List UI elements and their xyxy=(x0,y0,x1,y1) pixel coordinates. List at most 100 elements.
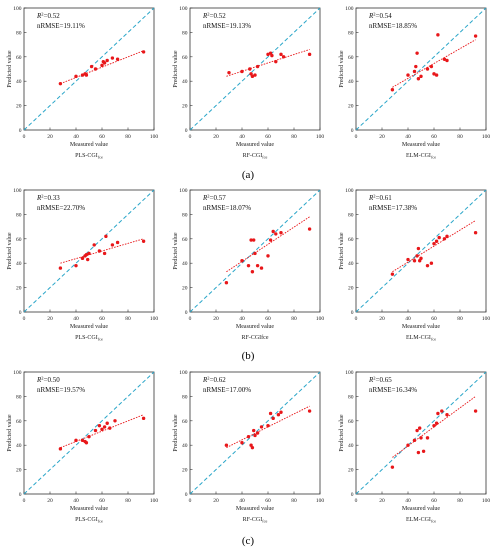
data-point xyxy=(84,73,89,77)
x-tick-label: 80 xyxy=(125,134,131,140)
y-axis-label: Predicted value xyxy=(339,232,345,269)
data-point xyxy=(110,56,115,60)
panel-title: PLS-CGIfce xyxy=(75,335,103,342)
x-tick-label: 100 xyxy=(482,316,491,322)
data-point xyxy=(406,443,410,447)
data-point xyxy=(274,232,278,236)
y-tick-label: 40 xyxy=(16,261,22,267)
y-tick-label: 60 xyxy=(348,419,354,425)
scatter-panel-3: 0 20 40 60 80 100 0 20 40 60 80 100 Measured value Pr… xyxy=(339,6,490,160)
data-point xyxy=(252,428,256,433)
data-point xyxy=(414,64,418,69)
data-point xyxy=(248,67,252,71)
data-point xyxy=(415,51,419,55)
x-tick-label: 40 xyxy=(73,134,79,140)
data-point xyxy=(240,441,244,445)
y-axis-label: Predicted value xyxy=(173,50,179,87)
r2-annotation: R2=0.57 xyxy=(202,194,226,203)
x-axis-label: Measured value xyxy=(70,506,108,512)
panel-title-model: ELM-CGI xyxy=(406,153,431,159)
data-point xyxy=(104,234,108,239)
data-point xyxy=(412,259,417,263)
x-tick-label: 60 xyxy=(431,316,437,322)
x-tick-label: 100 xyxy=(150,316,159,322)
data-point xyxy=(58,447,63,451)
data-point xyxy=(440,409,444,413)
data-point xyxy=(74,263,78,268)
plot-frame xyxy=(355,189,487,313)
data-point xyxy=(87,251,91,256)
data-point xyxy=(102,251,107,256)
x-tick-label: 60 xyxy=(265,498,271,504)
x-tick-label: 20 xyxy=(213,134,219,140)
data-point xyxy=(108,426,112,430)
y-tick-label: 0 xyxy=(19,492,22,498)
nrmse-annotation: nRMSE=22.70% xyxy=(37,204,85,212)
y-tick-label: 100 xyxy=(13,188,22,194)
data-point xyxy=(432,423,436,428)
x-tick-label: 20 xyxy=(213,316,219,322)
data-point xyxy=(279,231,283,235)
data-point xyxy=(224,443,229,447)
y-tick-label: 80 xyxy=(348,212,354,218)
panel-title-model: ELM-CGI xyxy=(406,335,431,341)
r2-superscript: 2 xyxy=(373,12,375,17)
r2-symbol: R xyxy=(368,376,374,384)
data-point xyxy=(416,450,421,455)
y-tick-label: 100 xyxy=(179,188,188,194)
scatter-panel-2: 0 20 40 60 80 100 0 20 40 60 80 100 Measured value Pr… xyxy=(173,6,324,160)
data-point xyxy=(141,416,146,421)
data-point xyxy=(266,254,270,258)
data-point xyxy=(271,416,275,421)
data-point xyxy=(445,413,449,417)
x-tick-label: 100 xyxy=(316,498,325,504)
data-point xyxy=(259,425,264,429)
y-tick-label: 20 xyxy=(182,286,188,292)
y-tick-label: 60 xyxy=(16,237,22,243)
x-tick-label: 0 xyxy=(23,134,26,140)
x-tick-label: 100 xyxy=(316,134,325,140)
x-tick-label: 20 xyxy=(379,498,385,504)
r2-symbol: R xyxy=(36,194,42,202)
panel-title-subscript: fce xyxy=(262,519,267,524)
data-point xyxy=(255,431,260,435)
data-point xyxy=(419,74,423,79)
x-tick-label: 100 xyxy=(482,498,491,504)
x-tick-label: 40 xyxy=(73,316,79,322)
y-tick-label: 60 xyxy=(182,55,188,61)
plot-frame xyxy=(23,189,155,313)
y-tick-label: 100 xyxy=(13,6,22,12)
row-caption-b: (b) xyxy=(242,350,255,362)
data-point xyxy=(89,64,94,69)
plot-frame xyxy=(189,189,321,313)
data-point xyxy=(268,238,273,242)
x-tick-label: 60 xyxy=(265,134,271,140)
x-tick-label: 20 xyxy=(379,316,385,322)
nrmse-annotation: nRMSE=17.00% xyxy=(203,386,251,394)
data-point xyxy=(415,428,419,433)
data-point xyxy=(270,53,274,58)
data-point xyxy=(250,445,255,450)
one-to-one-line xyxy=(23,371,155,495)
y-tick-label: 20 xyxy=(16,104,22,110)
one-to-one-line xyxy=(355,371,487,495)
x-tick-label: 40 xyxy=(239,498,245,504)
data-point xyxy=(425,263,430,268)
y-axis-label: Predicted value xyxy=(7,232,13,269)
x-tick-label: 0 xyxy=(23,498,26,504)
y-tick-label: 20 xyxy=(182,468,188,474)
x-tick-label: 20 xyxy=(379,134,385,140)
y-tick-label: 40 xyxy=(348,79,354,85)
panel-title-subscript: fce xyxy=(262,155,267,160)
plot-frame xyxy=(23,7,155,131)
x-tick-label: 100 xyxy=(316,316,325,322)
x-axis-label: Measured value xyxy=(70,324,108,330)
data-point xyxy=(87,434,91,439)
y-tick-label: 80 xyxy=(182,30,188,36)
panel-title-model: RF-CGI xyxy=(243,517,263,523)
data-point xyxy=(307,227,312,231)
y-tick-label: 0 xyxy=(351,128,354,134)
data-point xyxy=(266,423,270,428)
y-tick-label: 80 xyxy=(16,212,22,218)
r2-value: =0.65 xyxy=(376,376,393,384)
